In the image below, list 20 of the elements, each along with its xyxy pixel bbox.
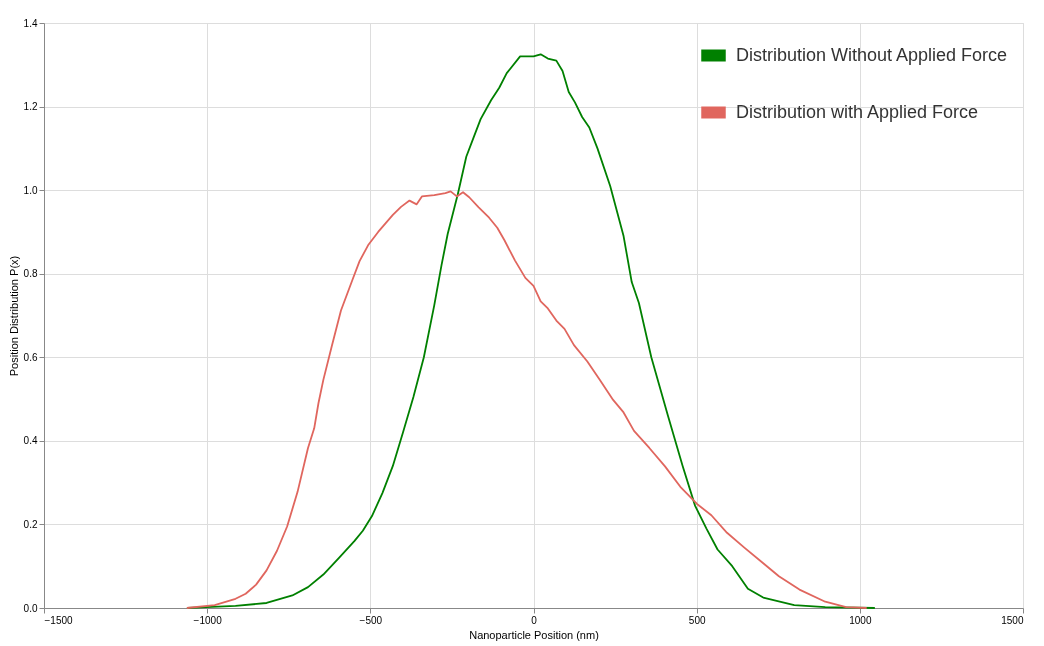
x-tick-label: 1000 xyxy=(849,614,872,626)
y-tick-label: 0.2 xyxy=(23,518,38,530)
line-series xyxy=(186,190,868,609)
x-axis-title: Nanoparticle Position (nm) xyxy=(469,628,599,641)
x-tick-label: −1500 xyxy=(44,614,74,626)
y-tick-label: 0.4 xyxy=(23,435,38,447)
y-axis-title: Position Distribution P(x) xyxy=(7,255,20,377)
y-tick-label: 0.6 xyxy=(23,351,38,363)
legend-label: Distribution Without Applied Force xyxy=(736,44,1008,65)
x-tick-label: 1500 xyxy=(1001,614,1024,626)
y-tick-label: 1.2 xyxy=(23,101,38,113)
x-tick-label: −1000 xyxy=(193,614,223,626)
x-tick-label: −500 xyxy=(359,614,383,626)
legend-label: Distribution with Applied Force xyxy=(736,101,979,122)
y-tick-label: 0.0 xyxy=(23,602,38,614)
y-tick-label: 0.8 xyxy=(23,268,38,280)
y-tick-label: 1.4 xyxy=(23,17,38,29)
x-tick-label: 500 xyxy=(688,614,706,626)
y-tick-label: 1.0 xyxy=(23,184,38,196)
x-tick-label: 0 xyxy=(531,614,538,626)
